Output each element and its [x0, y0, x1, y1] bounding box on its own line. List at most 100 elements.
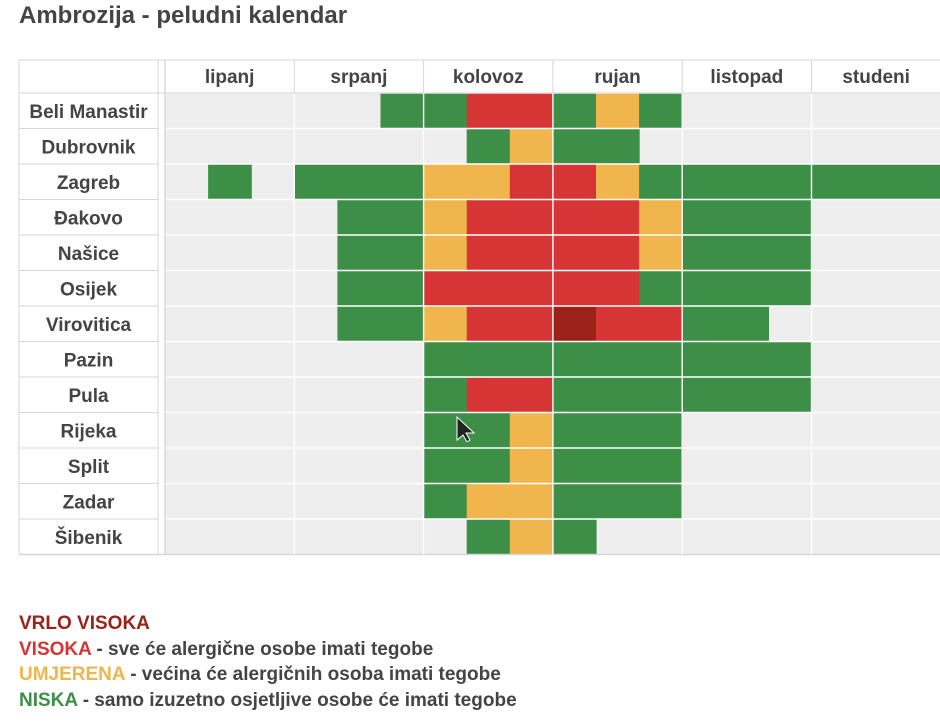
heatmap-cell — [423, 448, 468, 484]
heatmap-cell — [639, 377, 683, 413]
city-label: Osijek — [60, 279, 117, 300]
heatmap-cell — [682, 270, 726, 307]
city-label: Split — [68, 457, 110, 478]
month-label: rujan — [594, 67, 640, 88]
heatmap-cell — [682, 377, 726, 413]
heatmap-cell — [639, 448, 683, 484]
heatmap-cell — [337, 164, 382, 200]
heatmap-cell — [639, 270, 683, 307]
heatmap-cell — [337, 270, 382, 307]
city-label: Šibenik — [55, 527, 123, 549]
heatmap-cell — [509, 519, 554, 555]
heatmap-cell — [423, 270, 468, 307]
heatmap-cell — [466, 341, 511, 378]
heatmap-cell — [725, 377, 769, 413]
month-label: studeni — [842, 67, 910, 88]
heatmap-cell — [682, 306, 726, 342]
heatmap-cell — [509, 235, 554, 271]
heatmap-cell — [466, 377, 511, 413]
heatmap-cell — [552, 199, 597, 236]
heatmap-cell — [552, 483, 597, 520]
heatmap-cell — [380, 270, 425, 307]
legend-item-niska: NISKA - samo izuzetno osjetljive osobe ć… — [19, 688, 517, 714]
heatmap-cell — [466, 164, 511, 200]
heatmap-cell — [466, 128, 511, 165]
month-label: lipanj — [205, 67, 255, 88]
heatmap-cell — [552, 448, 597, 484]
heatmap-cell — [337, 199, 382, 236]
heatmap-cell — [466, 483, 511, 520]
heatmap-cell — [725, 235, 769, 271]
heatmap-cell — [768, 199, 813, 236]
heatmap-cell — [639, 483, 683, 520]
city-label: Rijeka — [61, 421, 117, 442]
heatmap-cell — [423, 483, 468, 520]
heatmap-cell — [811, 164, 856, 200]
heatmap-cell — [552, 519, 597, 555]
legend: VRLO VISOKA VISOKA - sve će alergične os… — [19, 611, 517, 713]
heatmap-cell — [768, 341, 813, 378]
heatmap-cell — [423, 341, 468, 378]
legend-label-umjerena: UMJERENA — [19, 664, 125, 685]
city-label: Dubrovnik — [42, 137, 136, 158]
heatmap-cell — [509, 93, 554, 129]
heatmap-cell — [466, 270, 511, 307]
heatmap-cell — [596, 164, 640, 200]
legend-label-vrlo-visoka: VRLO VISOKA — [19, 613, 150, 634]
heatmap-cell — [854, 164, 899, 200]
heatmap-cell — [466, 235, 511, 271]
legend-label-visoka: VISOKA — [19, 638, 92, 660]
heatmap-cell — [466, 306, 511, 342]
heatmap-cell — [768, 270, 813, 307]
heatmap-cell — [596, 341, 640, 378]
pollen-calendar-chart: lipanj srpanj kolovoz rujan listopad studeni B… — [18, 59, 940, 556]
heatmap-cell — [552, 412, 597, 449]
heatmap-cell — [596, 306, 640, 342]
heatmap-cell — [725, 306, 769, 342]
heatmap-cell — [596, 270, 640, 307]
legend-label-niska: NISKA — [19, 689, 78, 711]
legend-item-umjerena: UMJERENA - većina će alergičnih osoba im… — [19, 662, 517, 688]
month-label: srpanj — [330, 67, 387, 88]
heatmap-cell — [682, 164, 726, 200]
heatmap-cell — [596, 93, 640, 129]
heatmap-cell — [552, 270, 597, 307]
heatmap-cell — [768, 235, 813, 271]
heatmap-cell — [466, 519, 511, 555]
heatmap-cell — [337, 306, 382, 342]
heatmap-cell — [639, 164, 683, 200]
heatmap-cell — [552, 377, 597, 413]
heatmap-cell — [423, 306, 468, 342]
city-label: Pula — [68, 386, 109, 407]
heatmap-cell — [423, 377, 468, 413]
heatmap-cell — [208, 164, 252, 200]
heatmap-cell — [509, 483, 554, 520]
heatmap-cell — [380, 199, 425, 236]
heatmap-cell — [596, 235, 640, 271]
legend-desc-visoka: - sve će alergične osobe imati tegobe — [91, 638, 434, 660]
heatmap-cell — [639, 93, 683, 129]
legend-item-visoka: VISOKA - sve će alergične osobe imati te… — [19, 637, 517, 663]
heatmap-cell — [639, 341, 683, 378]
city-label: Beli Manastir — [29, 102, 148, 123]
heatmap-cell — [509, 164, 554, 200]
heatmap-cell — [639, 306, 683, 342]
city-label: Đakovo — [54, 208, 123, 229]
heatmap-cell — [596, 377, 640, 413]
heatmap-cell — [509, 306, 554, 342]
heatmap-cell — [596, 448, 640, 484]
heatmap-cell — [509, 412, 554, 449]
heatmap-cell — [552, 164, 597, 200]
heatmap-cell — [725, 270, 769, 307]
heatmap-cell — [725, 164, 769, 200]
heatmap-cell — [337, 235, 382, 271]
heatmap-cell — [294, 164, 338, 200]
legend-desc-umjerena: - većina će alergičnih osoba imati tegob… — [124, 664, 501, 685]
heatmap-cell — [725, 341, 769, 378]
page-title: Ambrozija - peludni kalendar — [19, 2, 348, 29]
city-label: Pazin — [64, 350, 114, 371]
legend-item-vrlo-visoka: VRLO VISOKA — [19, 611, 517, 637]
heatmap-cell — [596, 412, 640, 449]
month-label: kolovoz — [453, 67, 524, 88]
heatmap-cell — [380, 306, 425, 342]
